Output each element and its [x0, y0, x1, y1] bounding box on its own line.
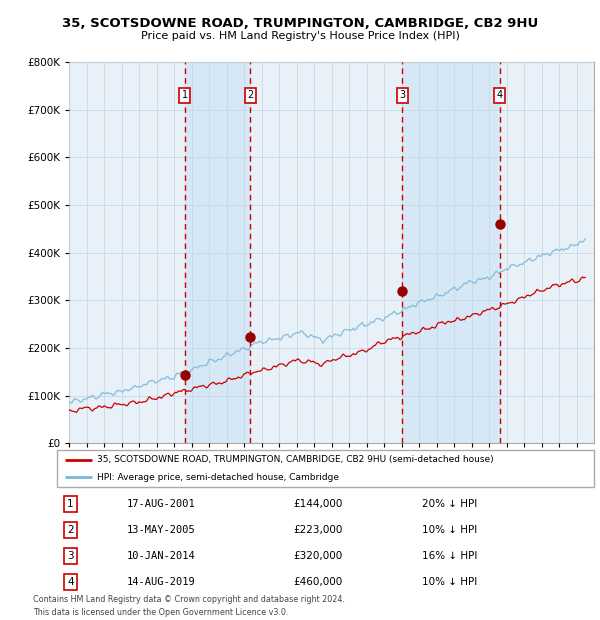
- Text: 1: 1: [67, 499, 74, 509]
- Text: 35, SCOTSDOWNE ROAD, TRUMPINGTON, CAMBRIDGE, CB2 9HU (semi-detached house): 35, SCOTSDOWNE ROAD, TRUMPINGTON, CAMBRI…: [97, 455, 494, 464]
- Text: £460,000: £460,000: [293, 577, 343, 587]
- Text: 1: 1: [182, 91, 188, 100]
- Text: 14-AUG-2019: 14-AUG-2019: [127, 577, 196, 587]
- Text: 35, SCOTSDOWNE ROAD, TRUMPINGTON, CAMBRIDGE, CB2 9HU: 35, SCOTSDOWNE ROAD, TRUMPINGTON, CAMBRI…: [62, 17, 538, 30]
- Text: 2: 2: [247, 91, 253, 100]
- Text: HPI: Average price, semi-detached house, Cambridge: HPI: Average price, semi-detached house,…: [97, 473, 339, 482]
- Text: £223,000: £223,000: [293, 525, 343, 535]
- Text: 20% ↓ HPI: 20% ↓ HPI: [422, 499, 478, 509]
- Bar: [185, 62, 250, 443]
- Text: 17-AUG-2001: 17-AUG-2001: [127, 499, 196, 509]
- Text: 10% ↓ HPI: 10% ↓ HPI: [422, 577, 478, 587]
- Text: 13-MAY-2005: 13-MAY-2005: [127, 525, 196, 535]
- Bar: [402, 62, 500, 443]
- Text: 16% ↓ HPI: 16% ↓ HPI: [422, 551, 478, 561]
- Text: 2: 2: [67, 525, 74, 535]
- Text: £320,000: £320,000: [293, 551, 343, 561]
- Text: 10% ↓ HPI: 10% ↓ HPI: [422, 525, 478, 535]
- Text: 10-JAN-2014: 10-JAN-2014: [127, 551, 196, 561]
- Text: 4: 4: [497, 91, 503, 100]
- Text: Contains HM Land Registry data © Crown copyright and database right 2024.
This d: Contains HM Land Registry data © Crown c…: [33, 595, 345, 617]
- Text: 4: 4: [67, 577, 74, 587]
- Text: 3: 3: [67, 551, 74, 561]
- Text: Price paid vs. HM Land Registry's House Price Index (HPI): Price paid vs. HM Land Registry's House …: [140, 31, 460, 41]
- Text: 3: 3: [399, 91, 405, 100]
- Text: £144,000: £144,000: [293, 499, 343, 509]
